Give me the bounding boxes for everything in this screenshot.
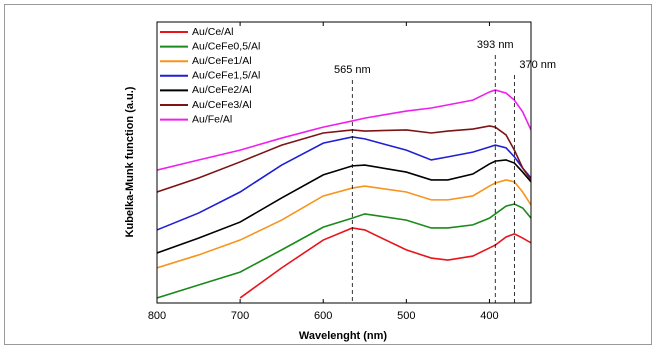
x-axis-label: Wavelenght (nm) — [299, 330, 388, 342]
axes: 800 700 600 500 400 565 nm 393 nm 370 nm — [148, 22, 556, 322]
series-line — [239, 227, 531, 299]
x-tick-label: 400 — [480, 310, 498, 322]
series-line — [157, 203, 531, 299]
legend-label: Au/Fe/Al — [192, 113, 232, 125]
x-tick-label: 500 — [397, 310, 415, 322]
annotation-label: 370 nm — [519, 59, 556, 71]
legend-label: Au/CeFe2/Al — [192, 84, 252, 96]
legend-label: Au/CeFe1/Al — [192, 55, 252, 67]
series-line — [157, 179, 531, 269]
x-tick-label: 800 — [148, 310, 166, 322]
x-tick-label: 600 — [314, 310, 332, 322]
x-tick-label: 700 — [231, 310, 249, 322]
series-line — [157, 89, 531, 171]
annotation-label: 393 nm — [477, 39, 514, 51]
legend-label: Au/CeFe1,5/Al — [192, 70, 260, 82]
axes-box — [156, 21, 532, 304]
legend-label: Au/CeFe3/Al — [192, 99, 252, 111]
legend-label: Au/Ce/Al — [192, 26, 233, 38]
frame — [4, 4, 652, 345]
series-line — [157, 125, 531, 193]
legend: Au/Ce/Al Au/CeFe0,5/Al Au/CeFe1/Al Au/CeFe1… — [160, 26, 260, 125]
y-axis-label: Kubelka-Munk function (a.u.) — [124, 86, 136, 237]
series-line — [157, 136, 531, 231]
plot-area — [157, 89, 531, 299]
annotation-label: 565 nm — [334, 64, 371, 76]
series-line — [157, 159, 531, 254]
legend-label: Au/CeFe0,5/Al — [192, 40, 260, 52]
